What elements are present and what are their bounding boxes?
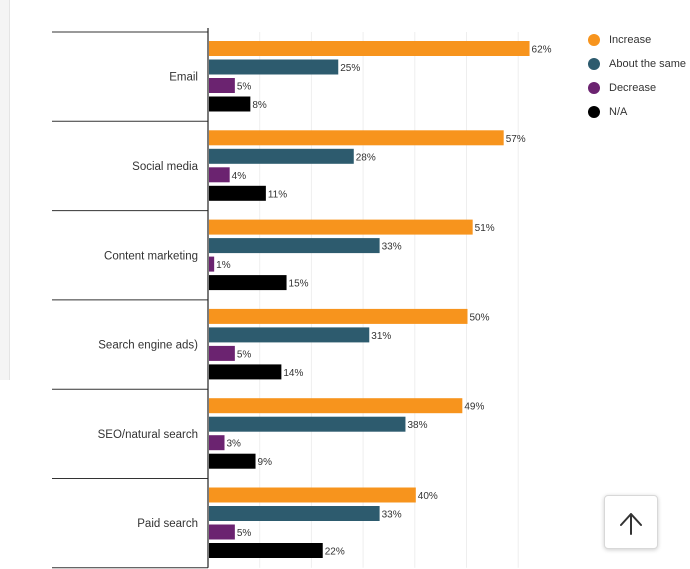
arrow-up-icon (620, 513, 642, 535)
value-label: 38% (407, 420, 427, 431)
bar-increase-paid-search (209, 487, 416, 503)
value-label: 31% (371, 331, 391, 342)
bar-decrease-paid-search (209, 524, 235, 540)
bar-increase-content-marketing (209, 219, 473, 235)
legend-swatch (588, 106, 600, 118)
bar-about-the-same-content-marketing (209, 238, 380, 254)
bar-n-a-search-engine-ads (209, 364, 282, 380)
value-label: 22% (325, 547, 345, 558)
value-label: 25% (340, 63, 360, 74)
legend-swatch (588, 82, 600, 94)
legend-item-about-the-same[interactable]: About the same (588, 52, 686, 76)
value-label: 33% (382, 510, 402, 521)
value-label: 5% (237, 528, 252, 539)
category-label-seo-natural-search: SEO/natural search (98, 429, 198, 441)
value-label: 50% (470, 312, 490, 323)
bar-decrease-content-marketing (209, 256, 215, 272)
value-label: 3% (227, 439, 242, 450)
bar-about-the-same-search-engine-ads (209, 327, 370, 343)
value-label: 40% (418, 491, 438, 502)
bar-increase-seo-natural-search (209, 398, 463, 414)
value-label: 49% (464, 402, 484, 413)
bar-decrease-social-media (209, 167, 230, 183)
bar-n-a-email (209, 96, 251, 112)
bar-about-the-same-paid-search (209, 506, 380, 521)
category-label-email: Email (169, 72, 198, 84)
category-label-social-media: Social media (132, 161, 198, 173)
scroll-to-top-button[interactable] (604, 495, 658, 549)
value-label: 15% (289, 279, 309, 290)
bar-about-the-same-seo-natural-search (209, 416, 406, 432)
bar-n-a-paid-search (209, 543, 323, 558)
bar-increase-search-engine-ads (209, 308, 468, 324)
bar-n-a-seo-natural-search (209, 453, 256, 469)
value-label: 51% (475, 223, 495, 234)
chart-legend: Increase About the same Decrease N/A (588, 28, 686, 124)
value-label: 5% (237, 82, 252, 93)
value-label: 28% (356, 152, 376, 163)
bar-decrease-email (209, 78, 235, 93)
category-label-paid-search: Paid search (137, 518, 198, 530)
bar-decrease-seo-natural-search (209, 435, 225, 451)
value-label: 4% (232, 171, 247, 182)
bar-n-a-social-media (209, 185, 266, 201)
legend-item-increase[interactable]: Increase (588, 28, 686, 52)
legend-swatch (588, 34, 600, 46)
value-label: 11% (268, 189, 287, 200)
value-label: 9% (258, 457, 273, 468)
value-label: 8% (252, 100, 267, 111)
bar-decrease-search-engine-ads (209, 345, 235, 361)
legend-swatch (588, 58, 600, 70)
legend-item-decrease[interactable]: Decrease (588, 76, 686, 100)
bar-about-the-same-email (209, 59, 339, 75)
legend-label: N/A (609, 106, 628, 118)
value-label: 14% (283, 368, 303, 379)
bar-increase-email (209, 41, 530, 56)
left-panel-edge (0, 0, 10, 380)
legend-label: About the same (609, 58, 687, 70)
value-label: 57% (506, 134, 526, 145)
value-label: 33% (382, 242, 402, 253)
legend-label: Increase (609, 34, 652, 46)
legend-label: Decrease (609, 82, 657, 94)
value-label: 62% (532, 45, 552, 56)
value-label: 5% (237, 349, 252, 360)
bar-about-the-same-social-media (209, 148, 354, 164)
bar-increase-social-media (209, 130, 504, 146)
legend-item-n-a[interactable]: N/A (588, 100, 686, 124)
category-label-content-marketing: Content marketing (104, 250, 198, 262)
category-label-search-engine-ads: Search engine ads) (98, 340, 198, 352)
value-label: 1% (216, 260, 231, 271)
bar-n-a-content-marketing (209, 275, 287, 291)
